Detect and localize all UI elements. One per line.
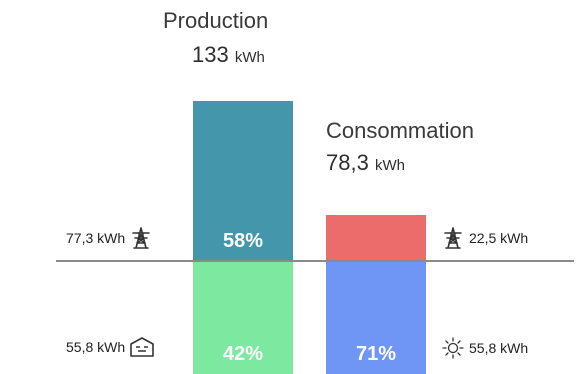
production-grid-bar: 58%	[193, 101, 293, 261]
house-icon	[129, 336, 155, 358]
sun-icon	[441, 336, 465, 360]
production-total-value: 133	[192, 42, 229, 67]
consommation-total: 78,3 kWh	[326, 150, 405, 176]
production-total: 133 kWh	[192, 42, 265, 68]
production-home-value-label: 55,8 kWh	[66, 339, 126, 355]
consommation-solar-percent: 71%	[355, 343, 397, 365]
production-grid-value-label: 77,3 kWh	[66, 230, 126, 246]
production-home-side-label: 55,8 kWh	[66, 336, 155, 358]
production-grid-percent: 58%	[222, 230, 264, 252]
production-total-unit: kWh	[234, 49, 265, 66]
power-pylon-icon	[441, 226, 465, 250]
production-home-bar: 42%	[193, 261, 293, 374]
power-pylon-icon	[129, 226, 153, 250]
consommation-title: Consommation	[326, 118, 474, 143]
baseline-axis	[56, 260, 574, 262]
production-grid-side-label: 77,3 kWh	[66, 226, 153, 250]
consommation-grid-side-label: 22,5 kWh	[441, 226, 528, 250]
consommation-solar-value-label: 55,8 kWh	[469, 340, 529, 356]
consommation-total-unit: kWh	[374, 157, 405, 174]
consommation-total-value: 78,3	[326, 150, 369, 175]
consommation-grid-value-label: 22,5 kWh	[469, 230, 529, 246]
consommation-grid-bar	[326, 215, 426, 261]
production-home-percent: 42%	[222, 343, 264, 365]
consommation-solar-bar: 71%	[326, 261, 426, 374]
production-title: Production	[163, 8, 269, 33]
consommation-solar-side-label: 55,8 kWh	[441, 336, 528, 360]
